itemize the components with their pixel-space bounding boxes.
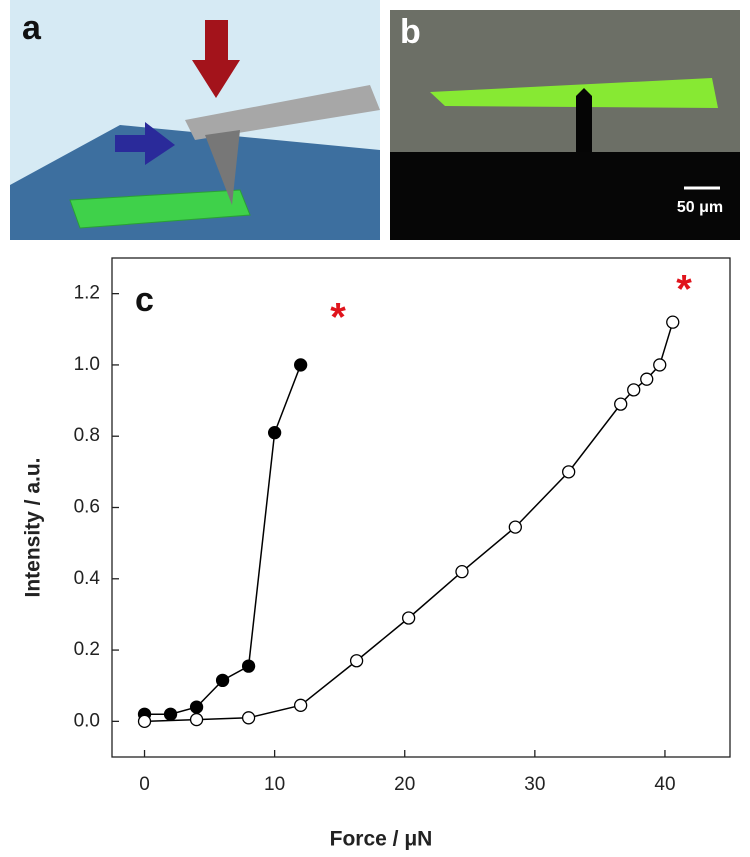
annotation: * bbox=[676, 268, 692, 312]
data-point bbox=[137, 714, 152, 729]
plot: 0.0 0.2 0.4 0.6 0.8 1.0 1.2 0 10 20 30 40 Force / μN… bbox=[22, 257, 731, 851]
data-point bbox=[455, 565, 469, 579]
data-point bbox=[189, 712, 204, 727]
probe bbox=[576, 88, 592, 152]
data-point bbox=[241, 711, 256, 725]
crystal-image bbox=[430, 78, 718, 108]
data-point bbox=[508, 520, 522, 534]
force-arrow bbox=[192, 20, 240, 98]
data-point bbox=[294, 698, 308, 712]
x-axis-label: Force / μN bbox=[330, 828, 433, 851]
shadow bbox=[390, 152, 740, 240]
data-point bbox=[163, 707, 178, 721]
y-tick-label: 0.4 bbox=[74, 568, 101, 589]
data-point bbox=[562, 465, 576, 479]
y-tick-label: 1.2 bbox=[74, 283, 100, 304]
annotation: * bbox=[330, 296, 346, 340]
data-point bbox=[614, 397, 628, 411]
data-point bbox=[640, 372, 654, 386]
data-point bbox=[189, 700, 204, 714]
tip bbox=[205, 130, 240, 205]
scale-label: 50 μm bbox=[677, 199, 723, 216]
panel-label: b bbox=[400, 13, 421, 51]
data-point bbox=[215, 673, 230, 688]
x-tick-label: 0 bbox=[139, 774, 150, 795]
series-line bbox=[144, 364, 302, 715]
motion-arrow bbox=[115, 122, 175, 165]
data-point bbox=[349, 654, 364, 668]
panel-label: c bbox=[135, 281, 154, 319]
panel-label: a bbox=[22, 9, 42, 47]
data-point bbox=[294, 358, 308, 372]
y-tick-label: 0.8 bbox=[74, 425, 100, 446]
x-tick-label: 40 bbox=[654, 774, 675, 795]
data-point bbox=[241, 659, 256, 673]
y-tick-label: 0.6 bbox=[74, 497, 100, 518]
y-tick-label: 1.0 bbox=[74, 354, 100, 375]
data-point bbox=[653, 358, 667, 372]
data-point bbox=[401, 611, 416, 625]
cantilever bbox=[185, 85, 380, 140]
panel-b: 50 μm b bbox=[390, 10, 740, 240]
x-tick-label: 30 bbox=[524, 774, 545, 795]
y-axis-label: Intensity / a.u. bbox=[22, 457, 45, 597]
plot-frame bbox=[111, 257, 731, 758]
x-tick-label: 20 bbox=[394, 774, 415, 795]
data-point bbox=[627, 383, 641, 397]
crystal bbox=[69, 189, 251, 229]
y-tick-label: 0.0 bbox=[74, 710, 100, 731]
data-point bbox=[267, 425, 282, 440]
x-tick-label: 10 bbox=[264, 774, 285, 795]
panel-a: a bbox=[10, 0, 380, 240]
y-tick-label: 0.2 bbox=[74, 639, 100, 660]
data-point bbox=[666, 315, 680, 329]
series-line bbox=[144, 321, 674, 723]
